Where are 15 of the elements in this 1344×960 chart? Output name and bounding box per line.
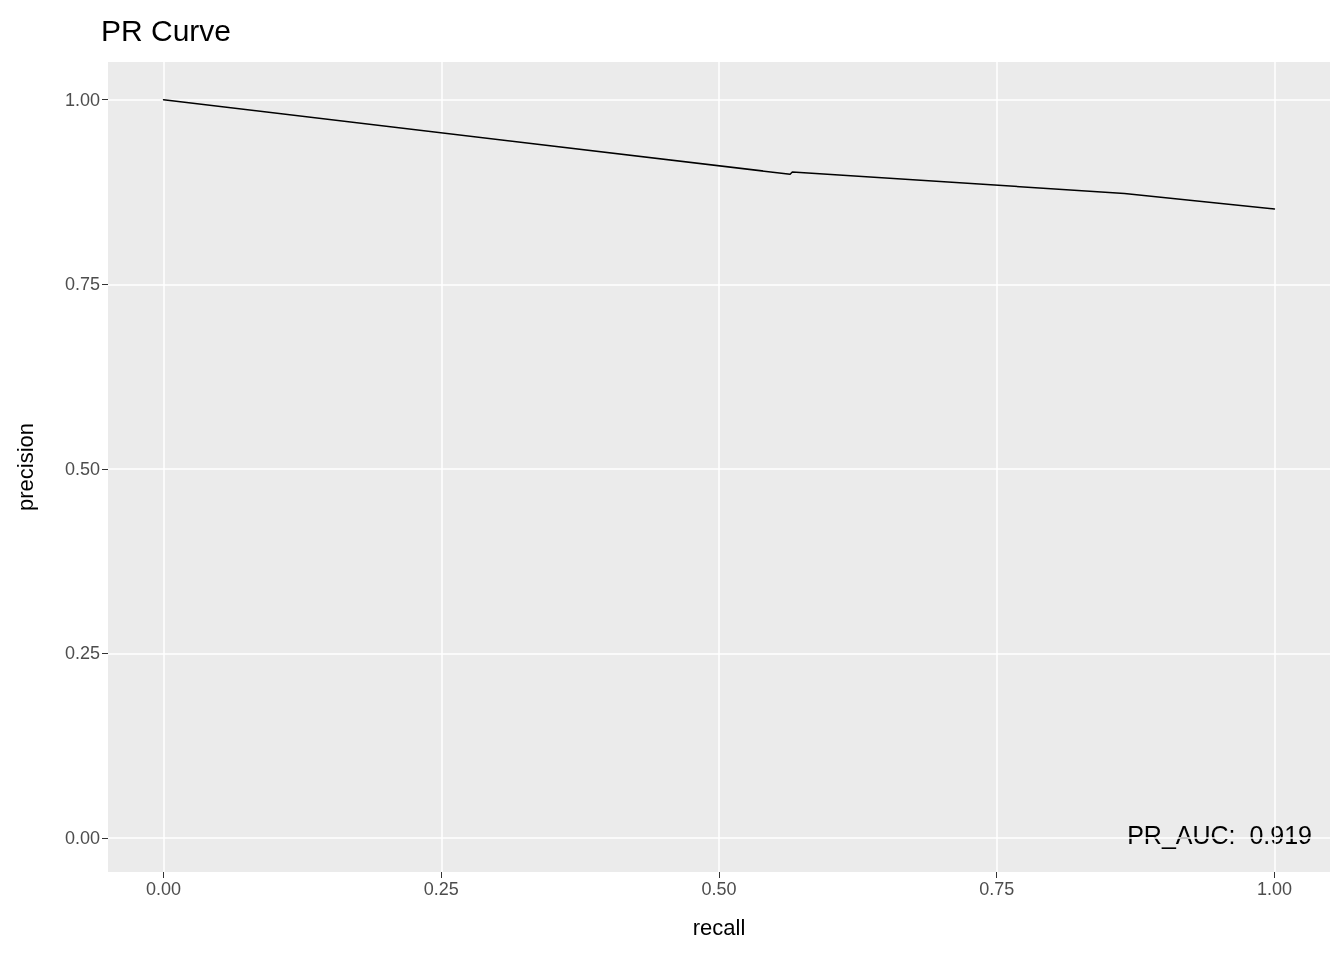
x-tick-label: 0.00 (146, 879, 182, 899)
x-tick-label: 0.75 (979, 879, 1015, 899)
annotation: PR_AUC: 0.919 (1127, 820, 1313, 849)
x-axis-title: recall (692, 914, 746, 940)
y-tick-label: 0.50 (64, 458, 100, 479)
y-tick-label: 0.00 (64, 828, 100, 849)
line-series (162, 98, 1276, 210)
y-axis-title: precision (12, 422, 38, 512)
chart-title: PR Curve (101, 13, 232, 47)
x-tick-label: 1.00 (1256, 879, 1292, 899)
y-tick-label: 1.00 (64, 89, 100, 110)
x-tick-label: 0.50 (701, 879, 737, 899)
y-tick-label: 0.75 (64, 274, 100, 295)
x-tick-label: 0.25 (423, 879, 459, 899)
y-tick-label: 0.25 (64, 643, 100, 664)
